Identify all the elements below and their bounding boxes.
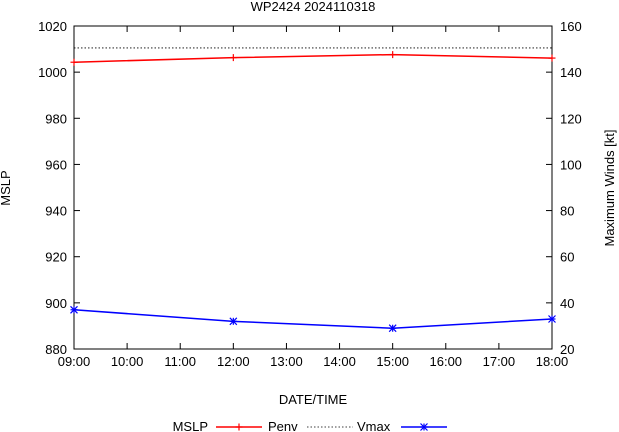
y-axis-left: 880 900 920 940 960 980 1000 1020: [38, 19, 80, 357]
data-point-penv: [389, 51, 397, 59]
y-right-tick-label: 40: [560, 296, 574, 311]
x-axis: 09:00 10:00 11:00 12:00 13:00 14:00 15:00 16:00…: [58, 26, 569, 369]
y-left-tick-label: 920: [45, 250, 67, 265]
data-point-penv: [229, 54, 237, 62]
marker-stroke: [70, 305, 78, 314]
x-tick-label: 18:00: [536, 354, 569, 369]
marker-stroke: [229, 317, 238, 326]
marker-stroke: [388, 324, 397, 333]
data-point-penv: [70, 58, 78, 66]
y-left-tick-label: 900: [45, 296, 67, 311]
y-left-tick-label: 960: [45, 157, 67, 172]
y-axis-right: 20 40 60 80 100 120 140 160: [546, 19, 582, 357]
x-axis-label: DATE/TIME: [279, 392, 348, 407]
y-right-tick-label: 120: [560, 111, 582, 126]
x-tick-label: 17:00: [483, 354, 516, 369]
y-right-tick-label: 80: [560, 204, 574, 219]
data-point-vmax: [548, 315, 556, 323]
data-point-penv: [548, 54, 556, 62]
series-line-penv: [73, 53, 553, 63]
plot-border: [73, 25, 553, 350]
marker-stroke: [548, 315, 556, 323]
x-tick-label: 16:00: [430, 354, 463, 369]
chart-title: WP2424 2024110318: [251, 0, 376, 14]
y-right-tick-label: 140: [560, 65, 582, 80]
legend: MSLP Penv Vmax: [173, 419, 447, 432]
marker-stroke: [420, 423, 428, 431]
x-tick-label: 13:00: [270, 354, 303, 369]
y-right-tick-label: 20: [560, 342, 574, 357]
x-tick-label: 10:00: [111, 354, 144, 369]
y-left-tick-label: 880: [45, 342, 67, 357]
y-axis-left-label: MSLP: [0, 170, 13, 205]
y-left-tick-label: 1020: [38, 19, 67, 34]
plot-area: [73, 25, 553, 350]
data-point-vmax: [70, 305, 78, 314]
y-left-tick-label: 940: [45, 204, 67, 219]
legend-label-vmax: Vmax: [357, 419, 391, 432]
x-tick-label: 15:00: [376, 354, 409, 369]
y-right-tick-label: 100: [560, 157, 582, 172]
data-point-vmax: [388, 324, 397, 333]
x-tick-label: 09:00: [58, 354, 91, 369]
legend-marker-vmax: [420, 423, 428, 431]
legend-marker-penv: [235, 423, 243, 431]
data-point-vmax: [229, 317, 238, 326]
y-axis-right-label: Maximum Winds [kt]: [602, 129, 617, 246]
legend-label-penv: Penv: [268, 419, 298, 432]
series-line-vmax: [73, 309, 553, 329]
y-left-tick-label: 980: [45, 111, 67, 126]
y-right-tick-label: 60: [560, 250, 574, 265]
x-tick-label: 11:00: [164, 354, 196, 369]
x-tick-label: 12:00: [217, 354, 250, 369]
y-left-tick-label: 1000: [38, 65, 67, 80]
x-tick-label: 14:00: [323, 354, 356, 369]
series-layer: [70, 51, 556, 333]
legend-title: MSLP: [173, 419, 208, 432]
y-right-tick-label: 160: [560, 19, 582, 34]
